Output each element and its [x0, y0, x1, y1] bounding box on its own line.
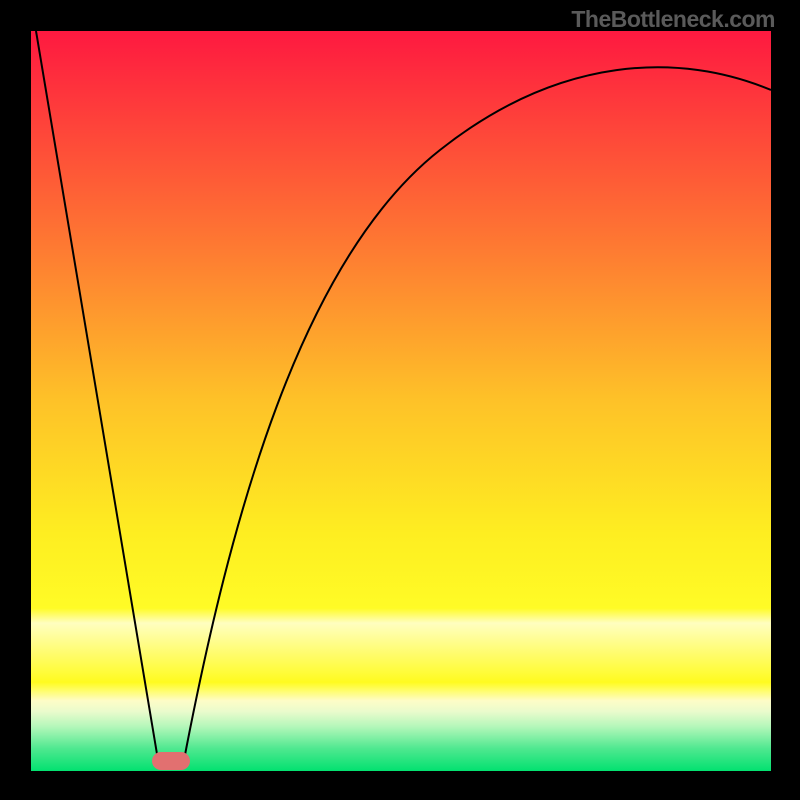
- chart-container: TheBottleneck.com: [0, 0, 800, 800]
- plot-area: [31, 31, 771, 771]
- watermark-text: TheBottleneck.com: [571, 6, 775, 33]
- optimum-marker: [152, 752, 190, 770]
- bottleneck-curve: [31, 31, 771, 771]
